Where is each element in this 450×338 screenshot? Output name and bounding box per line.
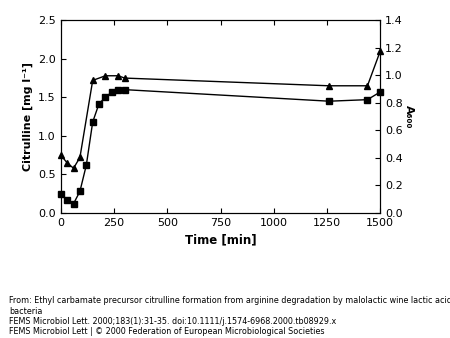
Y-axis label: Citrulline [mg l⁻¹]: Citrulline [mg l⁻¹] [22, 62, 32, 171]
X-axis label: Time [min]: Time [min] [184, 233, 256, 246]
Text: From: Ethyl carbamate precursor citrulline formation from arginine degradation b: From: Ethyl carbamate precursor citrulli… [9, 296, 450, 336]
Y-axis label: A₆₀₀: A₆₀₀ [404, 105, 414, 128]
